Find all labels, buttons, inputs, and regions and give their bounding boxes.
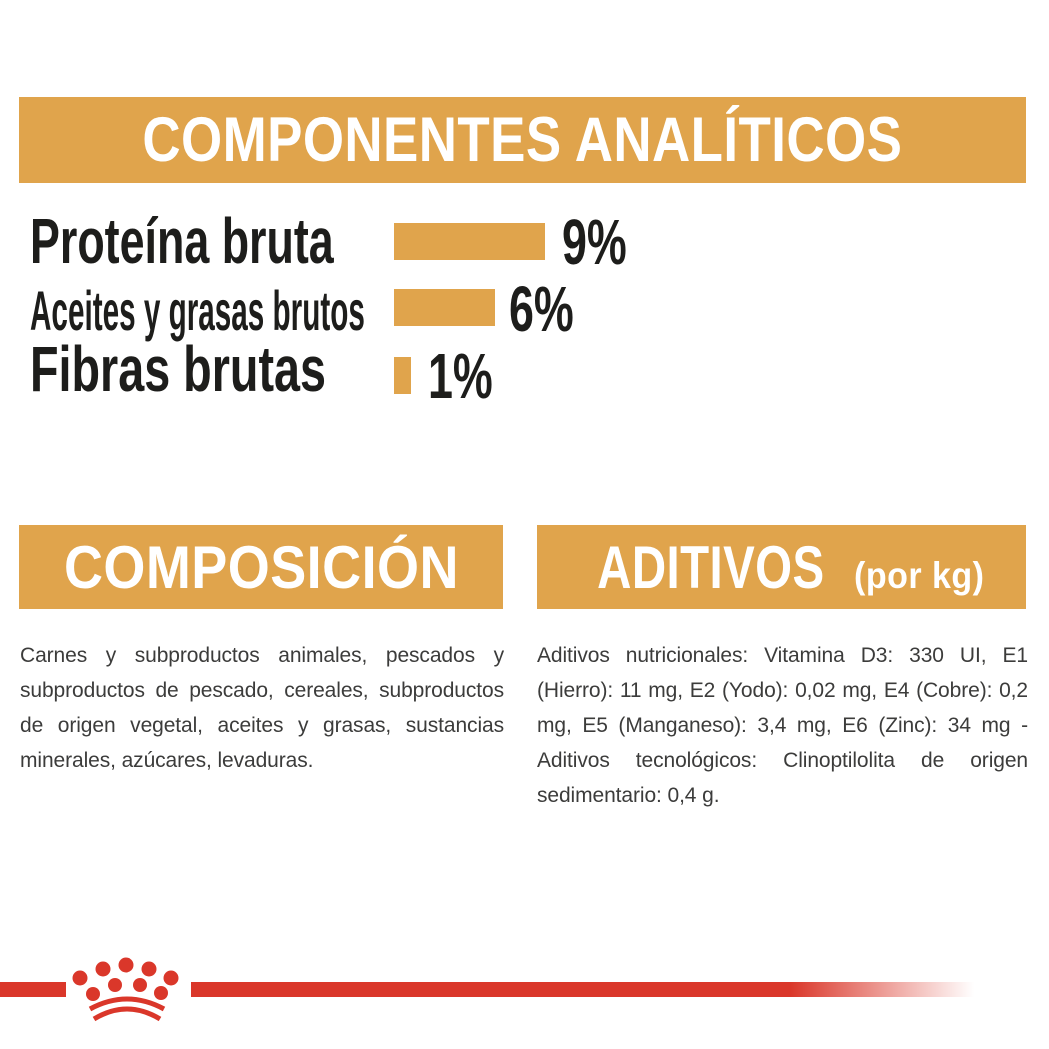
chart-value-fibre: 1% [428, 340, 493, 412]
composition-title: COMPOSICIÓN [63, 533, 459, 601]
additives-body: Aditivos nutricionales: Vitamina D3: 330… [537, 644, 1028, 807]
composition-body: Carnes y subproductos animales, pescados… [20, 644, 504, 772]
chart-bar-protein [394, 223, 545, 260]
additives-title: ADITIVOS [597, 533, 825, 601]
additives-banner: ADITIVOS (por kg) [537, 525, 1026, 609]
chart-bar-fats [394, 289, 495, 326]
royal-canin-crown-icon [72, 957, 179, 1022]
chart-row-label-fats: Aceites y grasas brutos [30, 279, 365, 342]
chart-bar-fibre [394, 357, 411, 394]
analytic-components-title: COMPONENTES ANALÍTICOS [142, 105, 903, 175]
composition-banner: COMPOSICIÓN [19, 525, 503, 609]
chart-value-protein: 9% [562, 206, 627, 278]
chart-row-label-protein: Proteína bruta [30, 205, 334, 277]
additives-unit-label: (por kg) [854, 554, 985, 596]
chart-value-fats: 6% [509, 273, 574, 345]
footer-red-line-right [191, 982, 990, 997]
analytic-components-banner: COMPONENTES ANALÍTICOS [19, 97, 1026, 183]
chart-row-label-fibre: Fibras brutas [30, 333, 326, 405]
additives-title-group: ADITIVOS (por kg) [579, 533, 985, 602]
footer-red-line-left [0, 982, 66, 997]
